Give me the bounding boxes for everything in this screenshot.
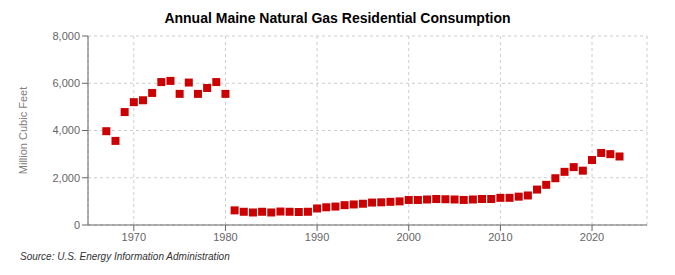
svg-text:2000: 2000	[396, 231, 420, 243]
svg-text:0: 0	[74, 219, 80, 231]
svg-text:2010: 2010	[488, 231, 512, 243]
svg-text:4,000: 4,000	[52, 124, 80, 136]
svg-text:6,000: 6,000	[52, 77, 80, 89]
svg-text:8,000: 8,000	[52, 30, 80, 42]
html-text:Annual Maine Natural Gas Resid: Annual Maine Natural Gas Residential Con…	[164, 10, 511, 26]
svg-text:1990: 1990	[305, 231, 329, 243]
svg-text:2020: 2020	[580, 231, 604, 243]
svg-text:1970: 1970	[122, 231, 146, 243]
svg-text:2,000: 2,000	[52, 172, 80, 184]
svg-text:1980: 1980	[213, 231, 237, 243]
svg-text:Million Cubic Feet: Million Cubic Feet	[17, 87, 29, 174]
html-text:Source: U.S. Energy Informatio: Source: U.S. Energy Information Administ…	[20, 251, 230, 262]
